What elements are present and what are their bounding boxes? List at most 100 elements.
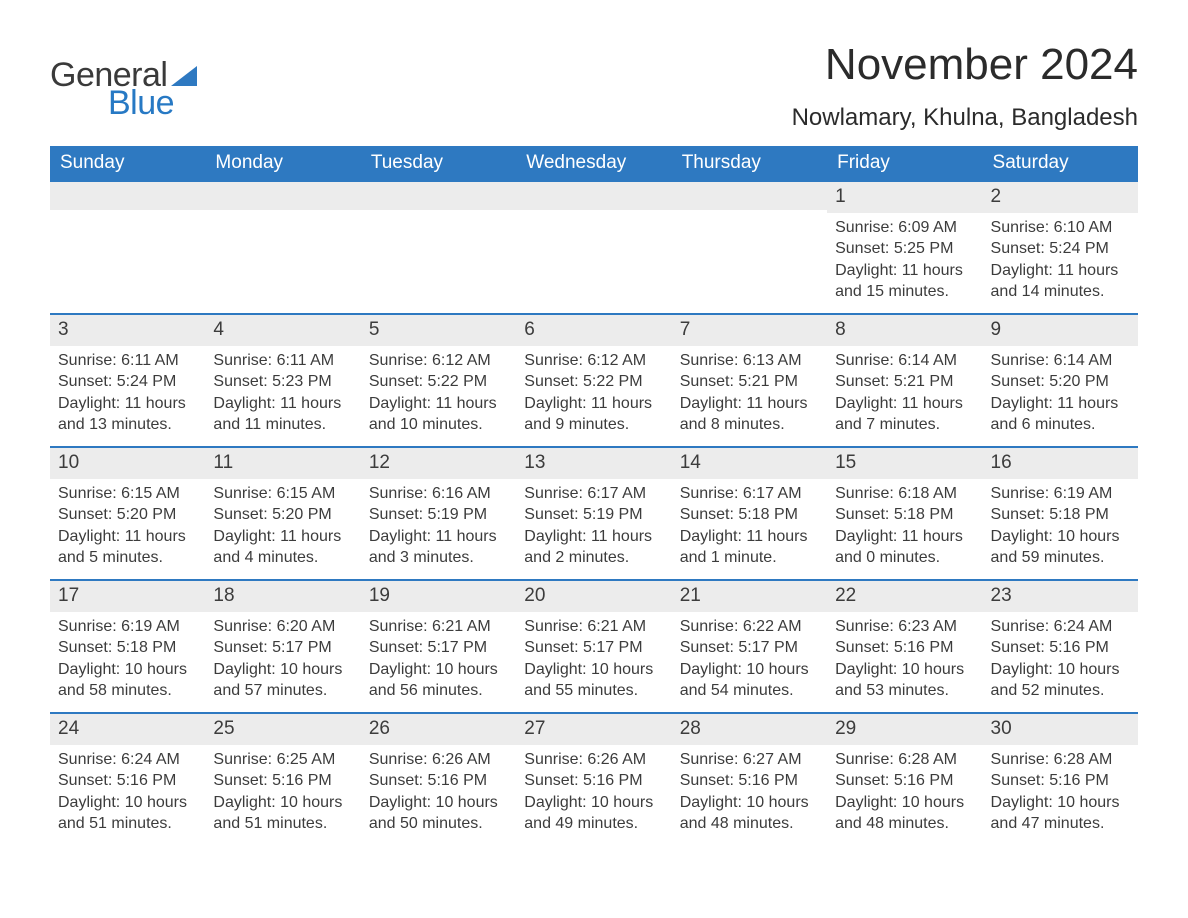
daylight1-text: Daylight: 11 hours: [835, 393, 974, 415]
calendar: SundayMondayTuesdayWednesdayThursdayFrid…: [50, 146, 1138, 845]
sunset-text: Sunset: 5:18 PM: [58, 637, 197, 659]
sunrise-text: Sunrise: 6:12 AM: [524, 350, 663, 372]
day-cell: 10Sunrise: 6:15 AMSunset: 5:20 PMDayligh…: [50, 448, 205, 579]
daylight2-text: and 2 minutes.: [524, 547, 663, 569]
day-cell: 23Sunrise: 6:24 AMSunset: 5:16 PMDayligh…: [983, 581, 1138, 712]
daylight1-text: Daylight: 11 hours: [213, 393, 352, 415]
sunset-text: Sunset: 5:23 PM: [213, 371, 352, 393]
day-number: 16: [983, 448, 1138, 479]
daylight2-text: and 53 minutes.: [835, 680, 974, 702]
daylight1-text: Daylight: 10 hours: [680, 792, 819, 814]
day-number: 11: [205, 448, 360, 479]
day-number: [50, 182, 205, 210]
day-cell: 12Sunrise: 6:16 AMSunset: 5:19 PMDayligh…: [361, 448, 516, 579]
day-number: 23: [983, 581, 1138, 612]
weekday-header: Friday: [827, 146, 982, 182]
day-number: 5: [361, 315, 516, 346]
daylight1-text: Daylight: 11 hours: [213, 526, 352, 548]
daylight2-text: and 10 minutes.: [369, 414, 508, 436]
sunrise-text: Sunrise: 6:17 AM: [524, 483, 663, 505]
sunrise-text: Sunrise: 6:24 AM: [58, 749, 197, 771]
daylight2-text: and 3 minutes.: [369, 547, 508, 569]
sunrise-text: Sunrise: 6:28 AM: [991, 749, 1130, 771]
page: General Blue November 2024 Nowlamary, Kh…: [0, 0, 1188, 875]
daylight2-text: and 49 minutes.: [524, 813, 663, 835]
sunset-text: Sunset: 5:25 PM: [835, 238, 974, 260]
sunrise-text: Sunrise: 6:20 AM: [213, 616, 352, 638]
daylight1-text: Daylight: 11 hours: [835, 526, 974, 548]
sunrise-text: Sunrise: 6:28 AM: [835, 749, 974, 771]
daylight1-text: Daylight: 10 hours: [524, 792, 663, 814]
sunset-text: Sunset: 5:16 PM: [835, 637, 974, 659]
daylight1-text: Daylight: 11 hours: [835, 260, 974, 282]
logo-word-blue: Blue: [108, 86, 197, 120]
sunrise-text: Sunrise: 6:14 AM: [991, 350, 1130, 372]
daylight1-text: Daylight: 11 hours: [991, 393, 1130, 415]
sunset-text: Sunset: 5:16 PM: [524, 770, 663, 792]
daylight1-text: Daylight: 10 hours: [213, 792, 352, 814]
daylight1-text: Daylight: 10 hours: [524, 659, 663, 681]
sunrise-text: Sunrise: 6:26 AM: [369, 749, 508, 771]
daylight1-text: Daylight: 10 hours: [58, 792, 197, 814]
daylight2-text: and 7 minutes.: [835, 414, 974, 436]
week-row: 10Sunrise: 6:15 AMSunset: 5:20 PMDayligh…: [50, 446, 1138, 579]
day-cell: 17Sunrise: 6:19 AMSunset: 5:18 PMDayligh…: [50, 581, 205, 712]
weekday-header: Sunday: [50, 146, 205, 182]
sunrise-text: Sunrise: 6:11 AM: [213, 350, 352, 372]
daylight1-text: Daylight: 10 hours: [835, 659, 974, 681]
day-number: 3: [50, 315, 205, 346]
day-number: 24: [50, 714, 205, 745]
sunset-text: Sunset: 5:17 PM: [680, 637, 819, 659]
logo-triangle-icon: [171, 66, 197, 86]
daylight1-text: Daylight: 11 hours: [524, 393, 663, 415]
daylight2-text: and 14 minutes.: [991, 281, 1130, 303]
sunset-text: Sunset: 5:16 PM: [835, 770, 974, 792]
daylight2-text: and 9 minutes.: [524, 414, 663, 436]
sunset-text: Sunset: 5:17 PM: [369, 637, 508, 659]
sunset-text: Sunset: 5:16 PM: [991, 637, 1130, 659]
daylight2-text: and 4 minutes.: [213, 547, 352, 569]
day-cell: 26Sunrise: 6:26 AMSunset: 5:16 PMDayligh…: [361, 714, 516, 845]
sunset-text: Sunset: 5:21 PM: [680, 371, 819, 393]
day-number: 6: [516, 315, 671, 346]
daylight2-text: and 48 minutes.: [835, 813, 974, 835]
daylight1-text: Daylight: 11 hours: [680, 393, 819, 415]
month-title: November 2024: [792, 40, 1138, 90]
day-number: 12: [361, 448, 516, 479]
sunset-text: Sunset: 5:20 PM: [213, 504, 352, 526]
sunrise-text: Sunrise: 6:19 AM: [991, 483, 1130, 505]
sunset-text: Sunset: 5:24 PM: [58, 371, 197, 393]
sunrise-text: Sunrise: 6:27 AM: [680, 749, 819, 771]
day-number: 21: [672, 581, 827, 612]
day-cell: 6Sunrise: 6:12 AMSunset: 5:22 PMDaylight…: [516, 315, 671, 446]
day-cell: [516, 182, 671, 313]
sunrise-text: Sunrise: 6:15 AM: [213, 483, 352, 505]
weekday-header: Thursday: [672, 146, 827, 182]
sunset-text: Sunset: 5:16 PM: [213, 770, 352, 792]
day-cell: 14Sunrise: 6:17 AMSunset: 5:18 PMDayligh…: [672, 448, 827, 579]
sunrise-text: Sunrise: 6:21 AM: [524, 616, 663, 638]
sunrise-text: Sunrise: 6:16 AM: [369, 483, 508, 505]
weekday-header-row: SundayMondayTuesdayWednesdayThursdayFrid…: [50, 146, 1138, 182]
day-cell: 29Sunrise: 6:28 AMSunset: 5:16 PMDayligh…: [827, 714, 982, 845]
sunset-text: Sunset: 5:17 PM: [213, 637, 352, 659]
day-number: 13: [516, 448, 671, 479]
sunset-text: Sunset: 5:20 PM: [991, 371, 1130, 393]
sunrise-text: Sunrise: 6:21 AM: [369, 616, 508, 638]
daylight2-text: and 51 minutes.: [58, 813, 197, 835]
day-number: 14: [672, 448, 827, 479]
day-cell: 9 Sunrise: 6:14 AMSunset: 5:20 PMDaylight…: [983, 315, 1138, 446]
day-number: [516, 182, 671, 210]
sunset-text: Sunset: 5:18 PM: [991, 504, 1130, 526]
day-number: 27: [516, 714, 671, 745]
daylight2-text: and 58 minutes.: [58, 680, 197, 702]
sunrise-text: Sunrise: 6:11 AM: [58, 350, 197, 372]
day-number: 25: [205, 714, 360, 745]
day-number: [672, 182, 827, 210]
day-cell: 2Sunrise: 6:10 AMSunset: 5:24 PMDaylight…: [983, 182, 1138, 313]
day-number: 9: [983, 315, 1138, 346]
day-cell: 5Sunrise: 6:12 AMSunset: 5:22 PMDaylight…: [361, 315, 516, 446]
daylight1-text: Daylight: 10 hours: [991, 792, 1130, 814]
sunrise-text: Sunrise: 6:09 AM: [835, 217, 974, 239]
day-cell: 7Sunrise: 6:13 AMSunset: 5:21 PMDaylight…: [672, 315, 827, 446]
